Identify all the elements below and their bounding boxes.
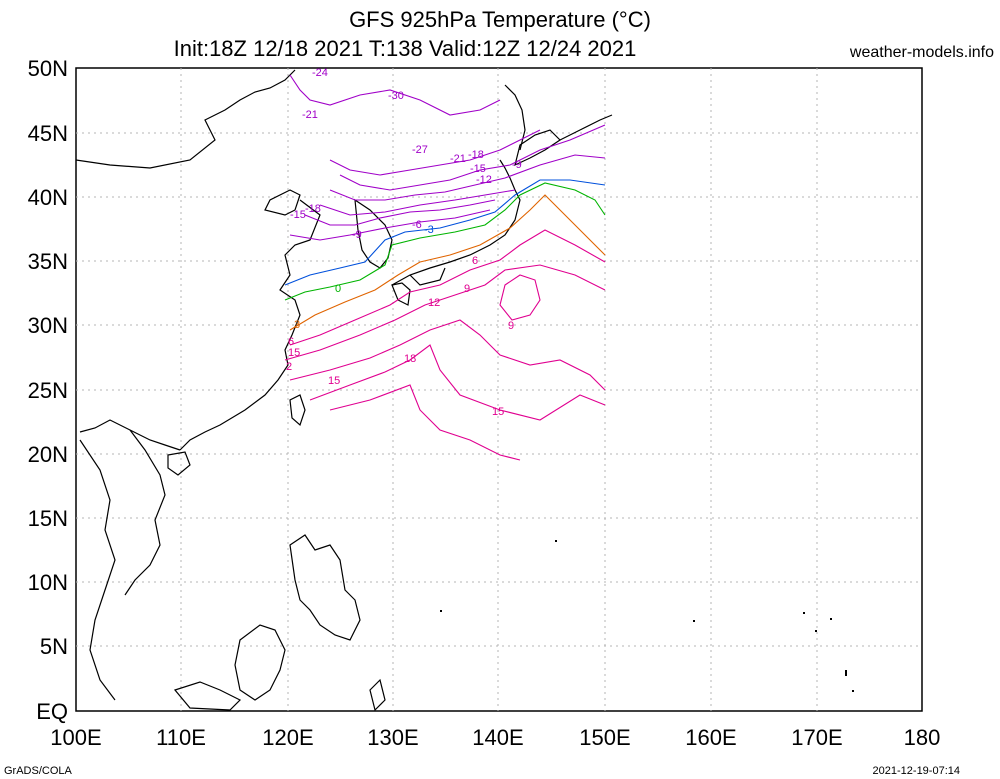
contour-label: 15 (492, 406, 504, 418)
lat-label: 30N (28, 313, 68, 338)
contour-label: -12 (476, 174, 492, 186)
contour-label: -24 (312, 67, 328, 79)
footer-credit: GrADS/COLA (4, 765, 72, 777)
contour-label: 15 (288, 347, 300, 359)
contour-label: 15 (328, 375, 340, 387)
contour-label: -18 (305, 203, 321, 215)
contour-label: 9 (508, 320, 514, 332)
contour-label: 6 (472, 255, 478, 267)
coastlines (75, 69, 613, 712)
contour-label: 0 (335, 283, 341, 295)
lat-label: 10N (28, 570, 68, 595)
contour-label: 6 (288, 336, 294, 348)
contour-label: -21 (302, 109, 318, 121)
longitude-labels: 100E 110E 120E 130E 140E 150E 160E 170E … (50, 725, 940, 750)
contour-label: 2 (286, 361, 292, 373)
contour-label: -6 (412, 219, 422, 231)
lat-label: 50N (28, 56, 68, 81)
lon-label: 180 (904, 725, 941, 750)
lat-label: 40N (28, 185, 68, 210)
contour-label: -9 (512, 159, 522, 171)
lon-label: 100E (50, 725, 101, 750)
contour-label: -3 (424, 224, 434, 236)
brand-label: weather-models.info (849, 44, 994, 61)
lat-label: 5N (40, 634, 68, 659)
contour-label: 12 (428, 297, 440, 309)
lon-label: 170E (791, 725, 842, 750)
contour-label: -18 (468, 149, 484, 161)
contour-label: -9 (352, 229, 362, 241)
contour-label: 18 (404, 353, 416, 365)
contour-label: 3 (294, 319, 300, 331)
lon-label: 160E (685, 725, 736, 750)
contours (284, 74, 606, 461)
lon-label: 130E (367, 725, 418, 750)
lon-label: 110E (156, 725, 206, 750)
chart-subtitle: Init:18Z 12/18 2021 T:138 Valid:12Z 12/2… (173, 36, 637, 61)
latitude-labels: 50N 45N 40N 35N 30N 25N 20N 15N 10N 5N E… (28, 56, 68, 724)
pacific-islands (440, 540, 854, 692)
contour-label: 9 (464, 283, 470, 295)
contour-label: -30 (388, 90, 404, 102)
lat-label: 15N (28, 506, 68, 531)
contour-labels: -24 -30 -21 -27 -21 -18 -15 -12 -9 -15 -… (286, 67, 522, 418)
lon-label: 120E (262, 725, 313, 750)
lon-label: 140E (472, 725, 523, 750)
lat-label: 20N (28, 442, 68, 467)
contour-label: -15 (290, 209, 306, 221)
contour-label: -21 (450, 153, 466, 165)
footer-timestamp: 2021-12-19-07:14 (872, 765, 960, 777)
lon-label: 150E (579, 725, 630, 750)
lat-label: 25N (28, 378, 68, 403)
contour-label: -27 (412, 144, 428, 156)
chart-title: GFS 925hPa Temperature (°C) (349, 7, 651, 32)
lat-label: EQ (36, 699, 68, 724)
lat-label: 45N (28, 121, 68, 146)
graticule (76, 68, 922, 711)
lat-label: 35N (28, 249, 68, 274)
contour-label: -15 (470, 163, 486, 175)
